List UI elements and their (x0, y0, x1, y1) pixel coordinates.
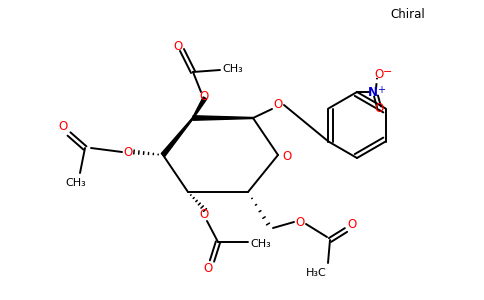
Text: O: O (203, 262, 212, 275)
Text: O: O (173, 40, 182, 53)
Text: O: O (199, 208, 209, 221)
Text: CH₃: CH₃ (66, 178, 86, 188)
Text: O: O (199, 91, 209, 103)
Text: O: O (282, 149, 292, 163)
Text: +: + (377, 85, 385, 95)
Polygon shape (193, 116, 253, 120)
Text: −: − (383, 67, 393, 77)
Text: CH₃: CH₃ (251, 239, 272, 249)
Text: O: O (295, 215, 304, 229)
Text: N: N (368, 85, 378, 98)
Text: CH₃: CH₃ (223, 64, 243, 74)
Polygon shape (161, 118, 194, 156)
Polygon shape (193, 97, 207, 118)
Text: O: O (123, 146, 133, 158)
Text: O: O (273, 98, 283, 112)
Text: O: O (348, 218, 357, 230)
Text: O: O (375, 68, 384, 82)
Text: O: O (59, 121, 68, 134)
Text: H₃C: H₃C (305, 268, 326, 278)
Text: O: O (375, 103, 384, 116)
Text: Chiral: Chiral (390, 8, 425, 20)
